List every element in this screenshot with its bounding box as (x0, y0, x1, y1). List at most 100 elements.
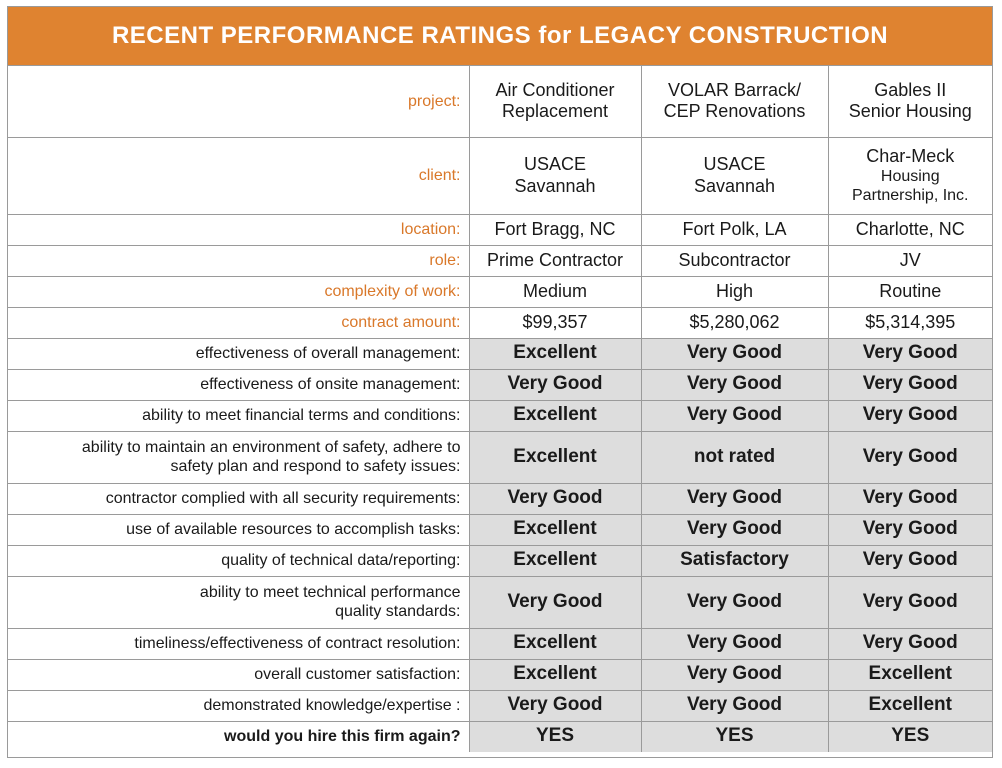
info-cell-line: Fort Bragg, NC (494, 218, 616, 239)
rating-cell: Very Good (827, 627, 992, 660)
rating-row: ability to meet technical performance qua… (8, 575, 992, 629)
rating-cell: Very Good (827, 544, 992, 577)
row-label: project: (8, 66, 470, 138)
rating-cell: Very Good (640, 482, 829, 515)
ratings-table: project: Air Conditioner Replacement VOLAR … (8, 66, 992, 752)
info-row: client: USACE Savannah USACE Savannah Char-Me… (8, 136, 992, 215)
info-cell: Routine (827, 275, 992, 308)
criterion-label-line: effectiveness of overall management: (195, 344, 461, 362)
rating-cell: YES (468, 720, 642, 752)
info-cell-line: VOLAR Barrack/ (667, 79, 802, 100)
rating-row: demonstrated knowledge/expertise : Very G… (8, 689, 992, 722)
rating-row: timeliness/effectiveness of contract res… (8, 627, 992, 660)
info-cell-line: Charlotte, NC (855, 218, 965, 239)
rating-cell: Very Good (468, 575, 642, 629)
rating-cell: Very Good (640, 337, 829, 370)
rating-cell: Excellent (468, 658, 642, 691)
info-cell: JV (827, 244, 992, 277)
rating-row: overall customer satisfaction: Excellent V… (8, 658, 992, 691)
criterion-label: ability to meet technical performance qua… (8, 575, 470, 629)
rating-row: contractor complied with all security re… (8, 482, 992, 515)
rating-row: effectiveness of onsite management: Very … (8, 368, 992, 401)
rating-cell: Excellent (468, 430, 642, 484)
rating-cell: Very Good (468, 689, 642, 722)
rating-cell: Satisfactory (640, 544, 829, 577)
rating-row: ability to maintain an environment of sa… (8, 430, 992, 484)
rating-cell: Very Good (640, 575, 829, 629)
rating-cell: YES (640, 720, 829, 752)
info-row: contract amount: $99,357 $5,280,062 $5,314,… (8, 306, 992, 339)
criterion-label-line: quality of technical data/reporting: (221, 551, 461, 569)
rating-cell: Excellent (468, 544, 642, 577)
rating-cell: Very Good (827, 430, 992, 484)
criterion-label-line: use of available resources to accomplish… (126, 520, 461, 538)
row-label: role: (8, 244, 470, 277)
info-cell: $5,280,062 (640, 306, 829, 339)
rating-cell: Very Good (827, 368, 992, 401)
rating-cell: Excellent (468, 337, 642, 370)
rating-cell: Excellent (468, 627, 642, 660)
info-cell-line: Subcontractor (678, 249, 791, 270)
info-row: project: Air Conditioner Replacement VOLAR … (8, 66, 992, 138)
rating-cell: Excellent (468, 513, 642, 546)
criterion-label: ability to meet financial terms and cond… (8, 399, 470, 432)
row-label: client: (8, 136, 470, 215)
info-cell-line: Char-Meck (866, 145, 955, 166)
rating-cell: Very Good (640, 513, 829, 546)
info-cell-line: JV (899, 249, 921, 270)
info-cell-line: Routine (879, 280, 942, 301)
rating-cell: Very Good (640, 399, 829, 432)
info-cell-line: High (715, 280, 754, 301)
rating-row: use of available resources to accomplish… (8, 513, 992, 546)
rating-row: effectiveness of overall management: Exce… (8, 337, 992, 370)
info-row: location: Fort Bragg, NC Fort Polk, LA Char… (8, 213, 992, 246)
info-cell-line: Air Conditioner (495, 79, 615, 100)
page-title: RECENT PERFORMANCE RATINGS for LEGACY CO… (8, 7, 992, 66)
criterion-label: use of available resources to accomplish… (8, 513, 470, 546)
criterion-label-line: ability to meet technical performance (199, 583, 461, 601)
criterion-label-line: ability to meet financial terms and cond… (142, 406, 461, 424)
criterion-label: demonstrated knowledge/expertise : (8, 689, 470, 722)
rating-cell: Very Good (827, 337, 992, 370)
rating-cell: Very Good (640, 368, 829, 401)
rating-row: ability to meet financial terms and cond… (8, 399, 992, 432)
info-cell: $99,357 (468, 306, 642, 339)
rating-cell: Very Good (640, 689, 829, 722)
info-cell: Subcontractor (640, 244, 829, 277)
criterion-label-line: contractor complied with all security re… (105, 489, 461, 507)
criterion-label-line: demonstrated knowledge/expertise : (203, 696, 461, 714)
info-row: role: Prime Contractor Subcontractor JV (8, 244, 992, 277)
criterion-label-line: safety plan and respond to safety issues… (170, 458, 461, 475)
row-label: contract amount: (8, 306, 470, 339)
criterion-label: quality of technical data/reporting: (8, 544, 470, 577)
info-cell: USACE Savannah (468, 136, 642, 215)
info-row: complexity of work: Medium High Routine (8, 275, 992, 308)
info-cell-line: Prime Contractor (486, 249, 624, 270)
criterion-label-line: overall customer satisfaction: (254, 665, 461, 683)
row-label: complexity of work: (8, 275, 470, 308)
ratings-frame: RECENT PERFORMANCE RATINGS for LEGACY CO… (7, 6, 993, 758)
info-cell: Fort Bragg, NC (468, 213, 642, 246)
rating-cell: Excellent (827, 658, 992, 691)
criterion-label: contractor complied with all security re… (8, 482, 470, 515)
rating-cell: Very Good (640, 658, 829, 691)
info-cell-line: Housing (880, 168, 940, 186)
rating-cell: not rated (640, 430, 829, 484)
rating-cell: Excellent (468, 399, 642, 432)
rating-cell: Very Good (468, 482, 642, 515)
info-cell: High (640, 275, 829, 308)
criterion-label-line: quality standards: (335, 603, 461, 620)
criterion-label: overall customer satisfaction: (8, 658, 470, 691)
rating-row: quality of technical data/reporting: Exce… (8, 544, 992, 577)
info-cell-line: Savannah (693, 175, 776, 196)
rating-cell: Very Good (827, 482, 992, 515)
criterion-label: effectiveness of overall management: (8, 337, 470, 370)
rating-cell: Very Good (827, 513, 992, 546)
info-cell-line: Gables II (874, 79, 947, 100)
info-cell-line: Savannah (514, 175, 596, 196)
info-cell-line: USACE (703, 153, 766, 174)
info-cell-line: Replacement (501, 101, 609, 122)
rating-row: would you hire this firm again? YES YES YES (8, 720, 992, 752)
info-cell-line: $99,357 (522, 311, 588, 332)
rating-cell: Very Good (827, 399, 992, 432)
